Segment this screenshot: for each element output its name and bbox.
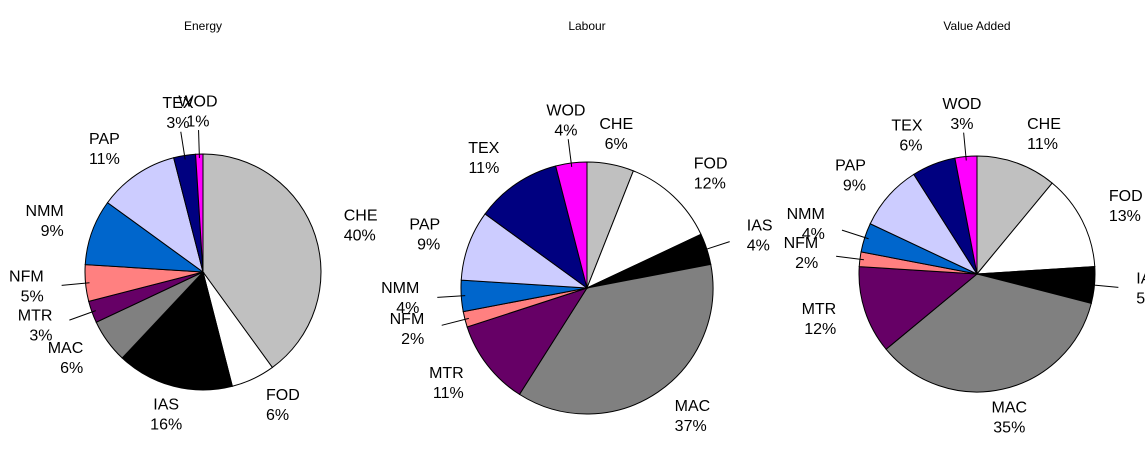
slice-label: PAP xyxy=(835,157,866,174)
slice-label: FOD xyxy=(1109,188,1143,205)
slice-label: IAS xyxy=(1136,270,1145,287)
slice-label: NMM xyxy=(381,280,419,297)
slice-value-label: 12% xyxy=(804,321,836,338)
pie-slice xyxy=(484,165,588,290)
slice-value-label: 6% xyxy=(899,138,922,155)
slice-label: MAC xyxy=(675,398,711,415)
slice-label: FOD xyxy=(694,155,728,172)
slice-label: NMM xyxy=(26,203,64,220)
leader-line xyxy=(61,282,90,286)
leader-line xyxy=(69,310,96,321)
leader-line xyxy=(198,130,200,159)
slice-value-label: 11% xyxy=(89,151,120,168)
leader-line xyxy=(437,295,466,298)
slice-label: FOD xyxy=(266,387,300,404)
slice-value-label: 3% xyxy=(166,115,189,132)
pie-slice xyxy=(858,266,979,350)
chart-title: Value Added xyxy=(943,19,1010,33)
slice-label: MAC xyxy=(992,400,1028,417)
slice-label: CHE xyxy=(1027,116,1061,133)
slice-value-label: 4% xyxy=(747,237,770,254)
slice-label: IAS xyxy=(747,217,773,234)
leader-line xyxy=(702,241,730,251)
slice-label: WOD xyxy=(942,96,981,113)
pie-slice xyxy=(202,153,322,369)
slice-value-label: 5% xyxy=(21,288,44,305)
slice-value-label: 6% xyxy=(266,407,289,424)
slice-value-label: 12% xyxy=(694,175,726,192)
chart-title: Labour xyxy=(568,19,605,33)
slice-value-label: 9% xyxy=(843,177,866,194)
slice-label: NFM xyxy=(9,268,44,285)
slice-label: PAP xyxy=(409,216,440,233)
slice-label: TEX xyxy=(891,118,922,135)
slice-value-label: 3% xyxy=(29,327,52,344)
slice-value-label: 11% xyxy=(433,385,464,402)
slice-label: NFM xyxy=(784,235,819,252)
slice-label: TEX xyxy=(468,140,499,157)
slice-label: MAC xyxy=(48,340,84,357)
slice-label: IAS xyxy=(153,397,179,414)
leader-line xyxy=(567,139,573,168)
slice-value-label: 9% xyxy=(417,236,440,253)
slice-value-label: 6% xyxy=(605,136,628,153)
slice-label: NFM xyxy=(390,311,425,328)
slice-label: WOD xyxy=(178,93,217,110)
slice-label: NMM xyxy=(787,206,825,223)
slice-value-label: 9% xyxy=(41,223,64,240)
slice-label: MTR xyxy=(429,365,464,382)
chart-title: Energy xyxy=(184,19,222,33)
slice-value-label: 37% xyxy=(675,418,707,435)
leader-line xyxy=(1090,284,1119,288)
slice-value-label: 4% xyxy=(396,300,419,317)
slice-label: CHE xyxy=(344,207,378,224)
slice-value-label: 13% xyxy=(1109,208,1141,225)
pie-slice xyxy=(586,170,702,289)
pie-slice xyxy=(106,157,204,274)
leader-line xyxy=(841,229,869,240)
pie-slice xyxy=(466,287,589,396)
pie-slice xyxy=(518,263,714,415)
slice-value-label: 4% xyxy=(802,226,825,243)
slice-value-label: 4% xyxy=(554,123,577,140)
leader-line xyxy=(441,317,469,326)
pie-slice xyxy=(976,155,1053,276)
slice-value-label: 2% xyxy=(401,331,424,348)
slice-label: MTR xyxy=(802,301,837,318)
slice-value-label: 16% xyxy=(150,417,182,434)
slice-label: CHE xyxy=(599,116,633,133)
pie-slice xyxy=(975,182,1096,275)
pie-slice xyxy=(121,270,233,391)
slice-value-label: 35% xyxy=(993,420,1025,437)
slice-value-label: 11% xyxy=(1027,136,1058,153)
leader-line xyxy=(836,255,864,261)
slice-label: MTR xyxy=(18,307,53,324)
slice-label: PAP xyxy=(89,131,120,148)
slice-value-label: 2% xyxy=(795,255,818,272)
leader-line xyxy=(963,132,967,161)
slice-label: TEX xyxy=(162,95,193,112)
pie-slice xyxy=(885,273,1092,393)
slice-value-label: 40% xyxy=(344,227,376,244)
slice-label: WOD xyxy=(546,103,585,120)
slice-value-label: 1% xyxy=(186,113,209,130)
slice-value-label: 6% xyxy=(60,360,83,377)
slice-value-label: 5% xyxy=(1136,290,1145,307)
leader-line xyxy=(180,131,186,160)
slice-value-label: 3% xyxy=(950,116,973,133)
slice-value-label: 11% xyxy=(468,160,499,177)
